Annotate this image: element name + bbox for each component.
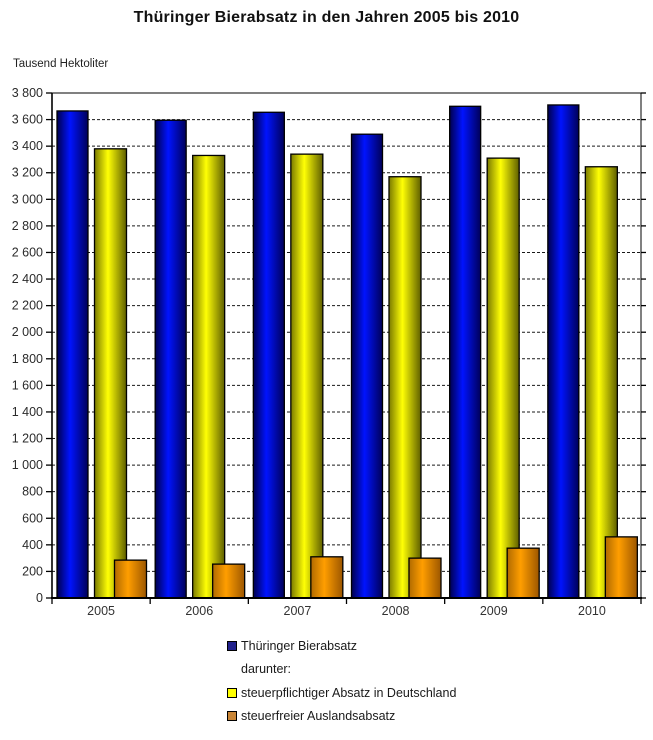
y-tick-label: 2 600 (12, 245, 43, 259)
bar-2008-series2 (408, 557, 442, 599)
y-tick-label: 800 (22, 485, 43, 499)
x-category-label: 2008 (382, 604, 410, 618)
y-tick-label: 1 000 (12, 458, 43, 472)
bar-2006-series1 (192, 154, 226, 599)
y-tick-label: 2 000 (12, 325, 43, 339)
bar-2009-series2 (506, 547, 540, 599)
x-category-label: 2007 (284, 604, 312, 618)
legend-item-darunter: darunter: (227, 658, 456, 682)
legend-label: Thüringer Bierabsatz (241, 638, 358, 653)
chart-title: Thüringer Bierabsatz in den Jahren 2005 … (133, 9, 520, 26)
legend-item-steuerpflichtiger-absatz: steuerpflichtiger Absatz in Deutschland (227, 681, 456, 705)
y-tick-label: 3 600 (12, 113, 43, 127)
legend-item-steuerfreier-auslandsabsatz: steuerfreier Auslandsabsatz (227, 705, 456, 729)
legend-item-thueringer-bierabsatz: Thüringer Bierabsatz (227, 634, 456, 658)
legend-label: steuerpflichtiger Absatz in Deutschland (241, 685, 457, 700)
bar-2010-series1 (584, 166, 618, 599)
legend-label: steuerfreier Auslandsabsatz (241, 709, 396, 724)
x-category-label: 2010 (578, 604, 606, 618)
bar-2008-series0 (350, 133, 384, 599)
y-tick-label: 3 000 (12, 192, 43, 206)
bar-2006-series0 (154, 119, 187, 599)
y-axis-unit-label: Tausend Hektoliter (13, 58, 109, 70)
y-tick-label: 400 (22, 538, 43, 552)
x-category-label: 2006 (185, 604, 213, 618)
y-tick-label: 2 200 (12, 299, 43, 313)
y-tick-label: 600 (22, 511, 43, 525)
legend: Thüringer Bierabsatz darunter: steuerpfl… (227, 634, 456, 728)
y-tick-label: 1 200 (12, 432, 43, 446)
y-tick-label: 1 400 (12, 405, 43, 419)
y-tick-label: 3 400 (12, 139, 43, 153)
y-tick-label: 2 400 (12, 272, 43, 286)
y-tick-label: 3 800 (12, 86, 43, 100)
bar-2007-series2 (310, 556, 344, 599)
legend-label: darunter: (241, 662, 292, 677)
bar-2005-series2 (113, 559, 148, 599)
bar-2005-series0 (56, 110, 89, 599)
bar-2005-series1 (93, 148, 128, 599)
bar-2010-series0 (547, 104, 580, 599)
y-tick-label: 1 600 (12, 378, 43, 392)
bar-2007-series1 (290, 153, 324, 599)
y-tick-label: 3 200 (12, 166, 43, 180)
y-tick-label: 1 800 (12, 352, 43, 366)
x-category-label: 2005 (87, 604, 115, 618)
y-tick-label: 200 (22, 564, 43, 578)
y-tick-label: 2 800 (12, 219, 43, 233)
bar-2006-series2 (212, 563, 246, 599)
bar-2008-series1 (388, 176, 422, 599)
bar-2010-series2 (604, 536, 638, 599)
x-category-label: 2009 (480, 604, 508, 618)
legend-yellow-square-icon (227, 687, 237, 698)
bar-2009-series0 (449, 105, 482, 599)
legend-blue-square-icon (227, 640, 237, 651)
y-tick-label: 0 (36, 591, 43, 605)
bar-2007-series0 (252, 111, 285, 599)
bar-2009-series1 (486, 157, 520, 599)
legend-orange-square-icon (227, 711, 237, 722)
